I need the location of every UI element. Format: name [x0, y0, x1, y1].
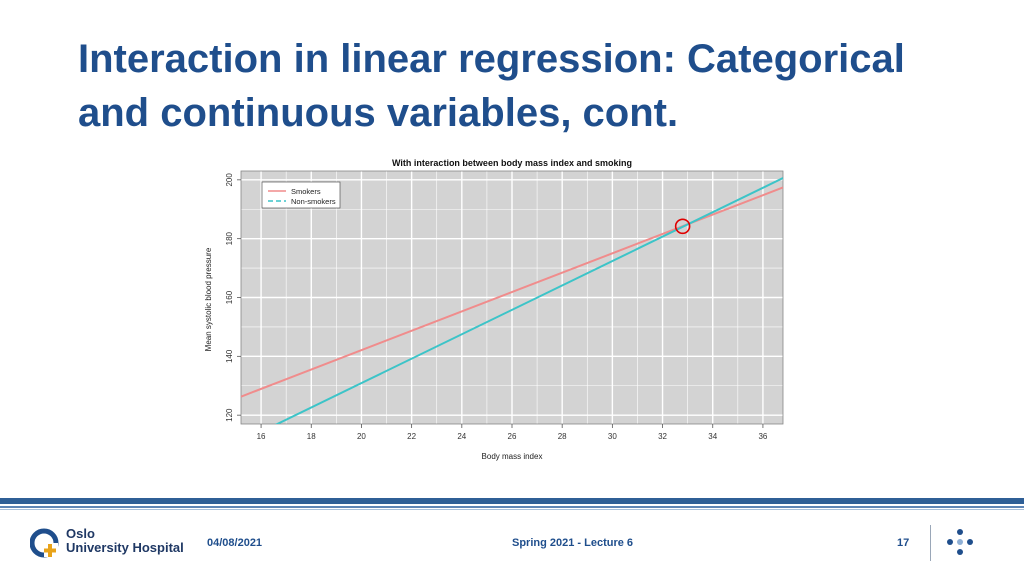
legend-box [261, 181, 341, 209]
y-tick-label: 180 [225, 231, 234, 245]
logo-line-1: Oslo [66, 526, 95, 541]
y-tick-label: 160 [225, 290, 234, 304]
x-tick-label: 32 [658, 432, 667, 441]
x-tick-label: 16 [257, 432, 266, 441]
slide-title-line-1: Interaction in linear regression: Catego… [78, 37, 905, 81]
footer-band [0, 498, 1024, 520]
footer-lecture: Spring 2021 - Lecture 6 [512, 537, 634, 549]
footer-date: 04/08/2021 [207, 537, 263, 549]
slide-title-line-2: and continuous variables, cont. [78, 91, 679, 135]
x-tick-label: 30 [608, 432, 617, 441]
x-tick-label: 28 [558, 432, 567, 441]
x-tick-label: 26 [508, 432, 517, 441]
legend-label-non-smokers: Non-smokers [291, 197, 336, 206]
dots-icon [947, 529, 973, 555]
y-axis-label: Mean systolic blood pressure [204, 247, 213, 351]
slide-title: Interaction in linear regression: Catego… [78, 32, 978, 140]
x-tick-label: 22 [407, 432, 416, 441]
x-tick-label: 18 [307, 432, 316, 441]
x-tick-label: 36 [758, 432, 767, 441]
legend-label-smokers: Smokers [291, 187, 321, 196]
x-tick-label: 34 [708, 432, 717, 441]
intersection-circle [674, 218, 691, 235]
footer-divider [930, 525, 931, 561]
x-axis-label: Body mass index [482, 452, 543, 461]
x-tick-label: 24 [457, 432, 466, 441]
series-line-non-smokers [275, 177, 783, 424]
x-tick-label: 20 [357, 432, 366, 441]
y-tick-label: 200 [225, 173, 234, 187]
hospital-logo-icon [30, 528, 59, 558]
hospital-logo: Oslo University Hospital [30, 527, 190, 561]
regression-chart: 16 18 20 22 24 26 28 30 32 34 36 120 140 160 180 200 Wit… [204, 158, 784, 461]
y-tick-label: 140 [225, 349, 234, 363]
chart-title: With interaction between body mass index… [392, 158, 632, 168]
logo-text: Oslo University Hospital [66, 527, 184, 555]
page-number: 17 [897, 537, 910, 549]
y-tick-label: 120 [225, 408, 234, 422]
logo-line-2: University Hospital [66, 540, 184, 555]
